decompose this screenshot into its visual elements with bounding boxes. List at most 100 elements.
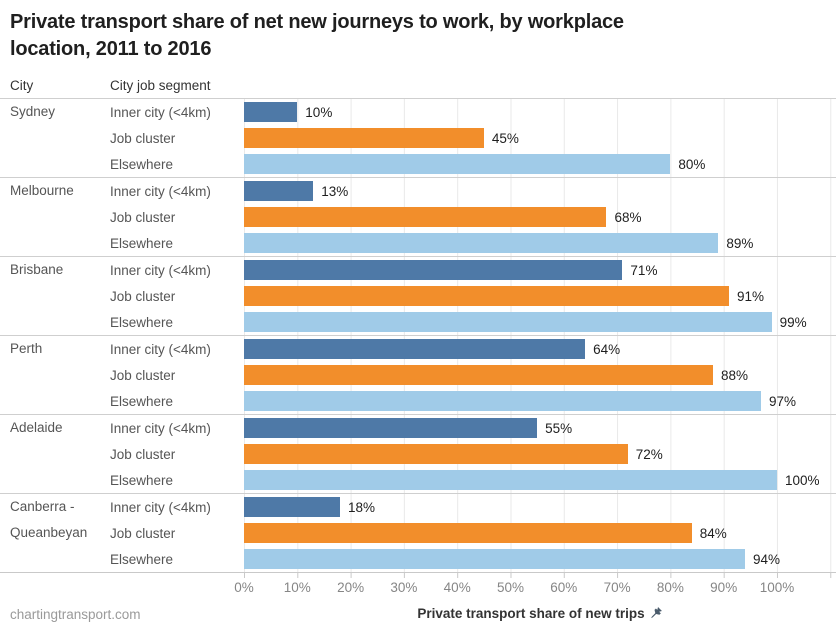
- bar-area: 13%: [244, 178, 836, 204]
- segment-label: Inner city (<4km): [110, 183, 211, 199]
- x-axis-title-text: Private transport share of new trips: [417, 606, 645, 621]
- x-axis-title: Private transport share of new trips: [244, 606, 836, 621]
- bar-area: 64%: [244, 336, 836, 362]
- bar[interactable]: [244, 523, 692, 543]
- bar[interactable]: [244, 418, 538, 438]
- group-rows: Inner city (<4km) 13% Job cluster 68% El…: [110, 178, 836, 256]
- bar-row: Elsewhere 94%: [110, 546, 836, 572]
- bar-area: 72%: [244, 441, 836, 467]
- bar-value-label: 88%: [721, 367, 749, 383]
- segment-label: Elsewhere: [110, 314, 174, 330]
- city-label: Canberra - Queanbeyan: [10, 499, 88, 540]
- tick-label: 90%: [710, 580, 738, 595]
- group-rows: Inner city (<4km) 64% Job cluster 88% El…: [110, 336, 836, 414]
- plot-groups: Sydney Inner city (<4km) 10% Job cluster…: [0, 98, 836, 572]
- bar-value-label: 91%: [737, 288, 765, 304]
- city-label: Brisbane: [10, 262, 64, 277]
- bar[interactable]: [244, 260, 623, 280]
- chart-title: Private transport share of net new journ…: [0, 0, 836, 63]
- segment-label: Inner city (<4km): [110, 104, 211, 120]
- bar[interactable]: [244, 365, 714, 385]
- tick-label: 70%: [603, 580, 631, 595]
- segment-label: Elsewhere: [110, 235, 174, 251]
- bar-value-label: 68%: [614, 209, 642, 225]
- tick-label: 60%: [550, 580, 578, 595]
- segment-label: Job cluster: [110, 446, 176, 462]
- bar-value-label: 71%: [630, 262, 658, 278]
- bar-value-label: 10%: [305, 104, 333, 120]
- bar-value-label: 64%: [593, 341, 621, 357]
- bar-row: Job cluster 45%: [110, 125, 836, 151]
- bar-area: 55%: [244, 415, 836, 441]
- tick-label: 80%: [656, 580, 684, 595]
- bar[interactable]: [244, 391, 761, 411]
- bar-area: 88%: [244, 362, 836, 388]
- bar[interactable]: [244, 497, 340, 517]
- bar-row: Job cluster 72%: [110, 441, 836, 467]
- bar[interactable]: [244, 286, 730, 306]
- bar[interactable]: [244, 181, 314, 201]
- bar-area: 100%: [244, 467, 836, 493]
- bar-row: Elsewhere 99%: [110, 309, 836, 335]
- bar[interactable]: [244, 233, 719, 253]
- segment-label: Elsewhere: [110, 156, 174, 172]
- city-label: Sydney: [10, 104, 56, 119]
- bar-area: 80%: [244, 151, 836, 177]
- segment-label: Inner city (<4km): [110, 262, 211, 278]
- bar[interactable]: [244, 312, 772, 332]
- segment-label: Job cluster: [110, 525, 176, 541]
- bar-value-label: 13%: [321, 183, 349, 199]
- bar-row: Job cluster 91%: [110, 283, 836, 309]
- city-group: Adelaide Inner city (<4km) 55% Job clust…: [0, 414, 836, 493]
- source-link[interactable]: chartingtransport.com: [10, 607, 141, 622]
- bar-value-label: 97%: [769, 393, 797, 409]
- bar[interactable]: [244, 339, 586, 359]
- city-group: Sydney Inner city (<4km) 10% Job cluster…: [0, 98, 836, 177]
- chart-title-line-2: location, 2011 to 2016: [10, 38, 212, 60]
- segment-label: Elsewhere: [110, 551, 174, 567]
- bar-value-label: 100%: [785, 472, 820, 488]
- bar-value-label: 18%: [347, 499, 375, 515]
- bar[interactable]: [244, 128, 484, 148]
- bar[interactable]: [244, 444, 628, 464]
- city-group: Brisbane Inner city (<4km) 71% Job clust…: [0, 256, 836, 335]
- tick-label: 20%: [337, 580, 365, 595]
- group-rows: Inner city (<4km) 10% Job cluster 45% El…: [110, 99, 836, 177]
- bar-area: 18%: [244, 494, 836, 520]
- bar[interactable]: [244, 154, 671, 174]
- bar-row: Job cluster 68%: [110, 204, 836, 230]
- city-group: Melbourne Inner city (<4km) 13% Job clus…: [0, 177, 836, 256]
- pin-icon[interactable]: [649, 606, 663, 620]
- column-headers: City City job segment: [0, 78, 836, 98]
- bar-row: Inner city (<4km) 71%: [110, 257, 836, 283]
- segment-label: Inner city (<4km): [110, 420, 211, 436]
- bar[interactable]: [244, 549, 746, 569]
- bar-value-label: 84%: [699, 525, 727, 541]
- bar-value-label: 55%: [545, 420, 573, 436]
- city-label: Adelaide: [10, 420, 63, 435]
- bar-row: Elsewhere 89%: [110, 230, 836, 256]
- tick-labels: 0% 10% 20% 30% 40% 50% 60% 70% 80% 90% 100%: [234, 580, 836, 597]
- bar-row: Inner city (<4km) 10%: [110, 99, 836, 125]
- segment-label: Job cluster: [110, 288, 176, 304]
- plot-area: Sydney Inner city (<4km) 10% Job cluster…: [0, 98, 836, 573]
- group-rows: Inner city (<4km) 55% Job cluster 72% El…: [110, 415, 836, 493]
- bar-row: Job cluster 88%: [110, 362, 836, 388]
- bottom-row: chartingtransport.com Private transport …: [0, 606, 836, 626]
- segment-label: Job cluster: [110, 209, 176, 225]
- city-group: Perth Inner city (<4km) 64% Job cluster …: [0, 335, 836, 414]
- tick-label: 100%: [759, 580, 795, 595]
- bar[interactable]: [244, 102, 298, 122]
- segment-label: Elsewhere: [110, 393, 174, 409]
- tick-label: 10%: [283, 580, 311, 595]
- bar-row: Elsewhere 100%: [110, 467, 836, 493]
- tick-label: 0%: [234, 580, 254, 595]
- group-rows: Inner city (<4km) 18% Job cluster 84% El…: [110, 494, 836, 572]
- segment-label: Job cluster: [110, 130, 176, 146]
- bar[interactable]: [244, 207, 607, 227]
- bar-value-label: 80%: [678, 156, 706, 172]
- bar-row: Inner city (<4km) 18%: [110, 494, 836, 520]
- bar-value-label: 72%: [635, 446, 663, 462]
- bar-row: Elsewhere 80%: [110, 151, 836, 177]
- bar[interactable]: [244, 470, 777, 490]
